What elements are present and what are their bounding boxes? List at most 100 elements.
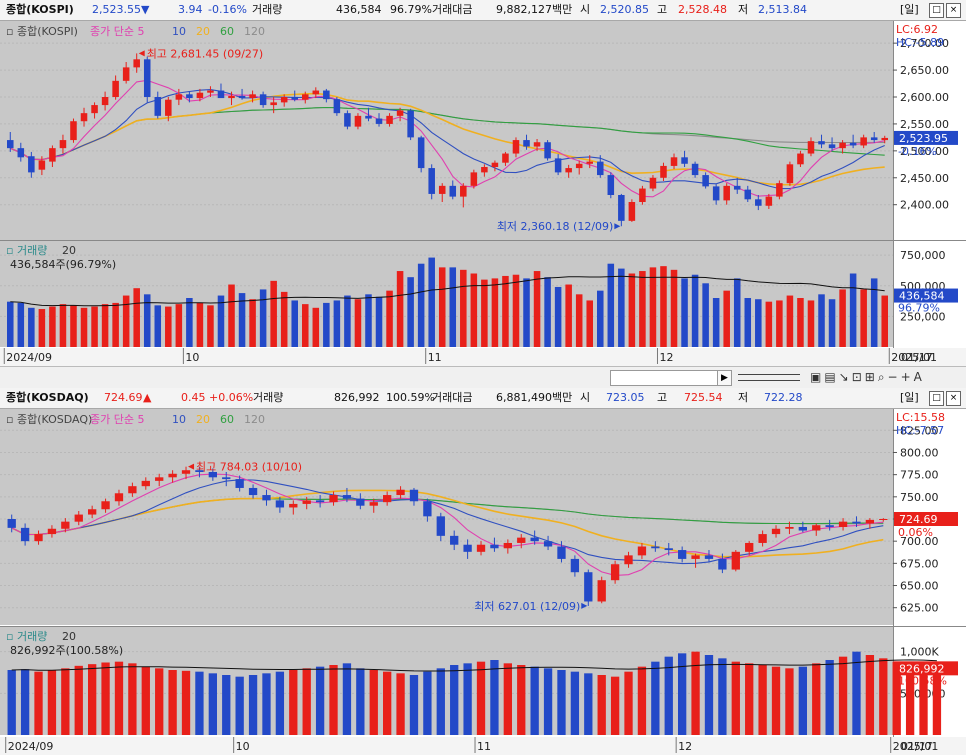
volume-bar <box>490 660 499 735</box>
volume-bar <box>678 653 687 735</box>
volume-bar <box>280 291 288 347</box>
kospi-day-button[interactable]: [일] <box>900 3 919 16</box>
candle-body <box>168 473 177 478</box>
volume-bar <box>375 296 383 347</box>
scroll-track[interactable] <box>610 370 718 386</box>
volume-bar <box>533 271 541 347</box>
volume-bar <box>383 671 392 735</box>
tool-icons[interactable]: ▣▤↘⊡⊞⌕−+A <box>810 370 925 384</box>
volume-bar <box>17 302 25 347</box>
volume-bar <box>101 304 109 347</box>
kosdaq-high-label: 고 <box>657 391 668 404</box>
kospi-low-label: 저 <box>738 3 749 16</box>
kosdaq-day-button[interactable]: [일] <box>900 391 919 404</box>
volume-bar <box>785 668 794 735</box>
volume-bar <box>196 302 204 347</box>
kosdaq-restore-icon[interactable]: □ <box>929 391 944 406</box>
volume-bar <box>852 651 861 735</box>
candle-body <box>47 528 57 535</box>
candle-body <box>222 477 231 480</box>
price-tick-label: 2,500.00 <box>900 145 949 158</box>
volume-bar <box>597 290 604 347</box>
legend-ma-label: 종가 단순 5 <box>90 413 144 426</box>
date-label: 10 <box>185 351 199 364</box>
volume-legend-period: 20 <box>62 244 76 257</box>
candle-body <box>235 479 244 488</box>
kosdaq-chart[interactable]: 825.00800.00775.00750.00725.00700.00675.… <box>0 409 966 755</box>
kospi-chart[interactable]: 2,700.00 2,650.00 2,600.00 2,550.00 2,500.00… <box>0 21 966 366</box>
candle-body <box>839 142 846 149</box>
candle-body <box>375 118 383 124</box>
candle-body <box>607 175 615 195</box>
volume-bar <box>758 665 767 735</box>
candle-body <box>61 521 70 529</box>
candle-body <box>691 555 700 559</box>
volume-bar <box>270 280 277 347</box>
volume-bar <box>344 295 351 347</box>
volume-bar <box>302 668 311 735</box>
kospi-name[interactable]: 종합(KOSPI) <box>6 3 74 16</box>
volume-bar <box>141 666 150 735</box>
volume-bar <box>691 651 700 735</box>
volume-bar <box>409 675 419 735</box>
kosdaq-amt-label: 거래대금 <box>432 391 473 404</box>
candle-body <box>597 161 604 176</box>
candle-body <box>365 115 372 119</box>
kospi-low: 2,513.84 <box>758 3 807 16</box>
date-axis-bg <box>0 348 966 366</box>
candle-body <box>34 534 43 542</box>
volume-bar <box>208 673 217 735</box>
kosdaq-name[interactable]: 종합(KOSDAQ) <box>6 391 89 404</box>
candle-body <box>733 185 741 190</box>
candle-body <box>584 572 593 602</box>
volume-bar <box>365 294 372 347</box>
volume-bar <box>481 279 488 347</box>
volume-bar <box>502 275 509 347</box>
volume-bar <box>818 294 825 347</box>
volume-bar <box>544 277 551 347</box>
candle-body <box>533 142 541 147</box>
candle-body <box>302 500 311 504</box>
volume-bar <box>637 666 647 735</box>
kospi-close-icon[interactable]: × <box>946 3 961 18</box>
volume-bar <box>681 278 688 347</box>
volume-bar <box>315 666 325 735</box>
candle-body <box>423 501 432 517</box>
volume-bar <box>503 663 512 735</box>
date-label: 2024/09 <box>6 351 52 364</box>
volume-bar <box>530 666 539 735</box>
volume-bar <box>731 661 740 735</box>
volume-bar <box>664 656 673 735</box>
candle-body <box>879 519 888 520</box>
candle-body <box>797 153 804 165</box>
volume-bar <box>438 267 446 347</box>
volume-bar <box>449 267 457 347</box>
volume-bar <box>584 673 593 735</box>
volume-bar <box>865 655 875 735</box>
volume-bar <box>74 665 83 735</box>
kospi-amt-label: 거래대금 <box>432 3 473 16</box>
kosdaq-header-bar: 종합(KOSDAQ) 724.69 ▲ 0.45 +0.06% 거래량 826,… <box>0 388 966 409</box>
volume-sub-label: 826,992주(100.58%) <box>10 644 123 657</box>
candle-body <box>59 140 67 149</box>
volume-bar <box>718 658 727 735</box>
kosdaq-change: 0.45 <box>181 391 206 404</box>
candle-body <box>639 188 646 202</box>
candle-body <box>181 470 191 474</box>
volume-bar <box>812 663 821 735</box>
volume-tick-label: 250,000 <box>900 310 946 323</box>
lc-label: LC:15.58 <box>896 411 945 424</box>
volume-tag-pct: 96.79% <box>898 302 940 315</box>
volume-bar <box>122 295 130 347</box>
volume-bar <box>333 300 341 347</box>
candle-body <box>798 526 807 531</box>
kospi-restore-icon[interactable]: □ <box>929 3 944 18</box>
volume-bar <box>575 294 583 347</box>
kosdaq-close-icon[interactable]: × <box>946 391 961 406</box>
candle-body <box>785 526 794 529</box>
zoom-slider-icon[interactable] <box>738 374 800 381</box>
volume-bar <box>838 656 848 735</box>
date-label: 2025/01 <box>893 740 939 753</box>
candle-body <box>275 500 285 508</box>
scroll-right-icon[interactable]: ▶ <box>717 370 732 386</box>
